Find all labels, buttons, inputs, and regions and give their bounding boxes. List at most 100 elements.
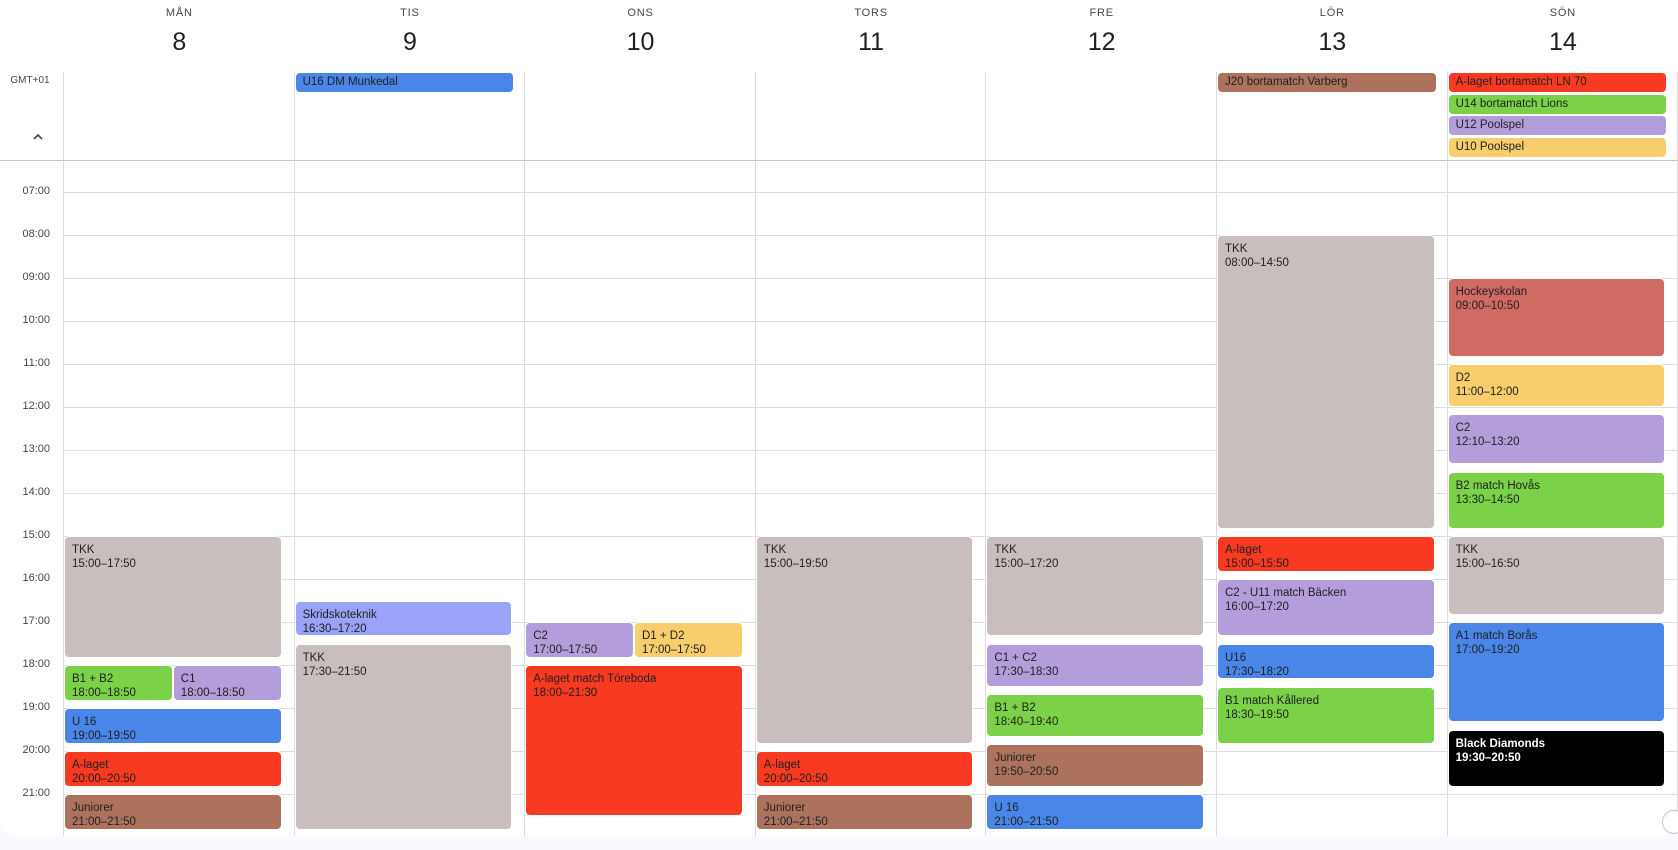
event-time: 18:00–18:50 [72, 687, 136, 699]
all-day-event[interactable]: U16 DM Munkedal [295, 73, 514, 92]
hour-label: 18:00 [22, 658, 50, 670]
event-time: 13:30–14:50 [1455, 493, 1520, 506]
event-title: Hockeyskolan [1455, 286, 1528, 298]
hour-label: 13:00 [22, 443, 50, 455]
timezone-label: GMT+01 [10, 75, 50, 86]
event-title: A-laget [72, 759, 109, 771]
calendar-event[interactable]: A-laget 20:00–20:50 [64, 751, 282, 787]
event-time: 20:00–20:50 [763, 773, 828, 785]
all-day-event[interactable]: J20 bortamatch Varberg [1218, 73, 1436, 92]
calendar-event[interactable]: TKK 15:00–16:50 [1447, 536, 1666, 615]
calendar-event[interactable]: B1 + B2 18:40–19:40 [986, 693, 1204, 737]
calendar-event[interactable]: TKK 15:00–17:50 [64, 536, 282, 658]
day-header[interactable]: SÖN 14 [1448, 0, 1678, 66]
calendar-event[interactable]: U 16 21:00–21:50 [986, 794, 1204, 830]
calendar-event[interactable]: TKK 15:00–19:50 [755, 536, 974, 744]
hour-gridline [64, 321, 1678, 322]
hour-label: 20:00 [22, 744, 50, 756]
hour-label: 21:00 [22, 787, 50, 799]
calendar-event[interactable]: C1 18:00–18:50 [172, 665, 282, 701]
chevron-up-icon[interactable] [24, 130, 52, 152]
calendar-event[interactable]: Skridskoteknik 16:30–17:20 [294, 600, 513, 637]
day-number[interactable]: 8 [172, 28, 187, 56]
calendar-event[interactable]: Juniorer 19:50–20:50 [986, 743, 1204, 787]
hour-gridline [64, 278, 1678, 279]
hour-gridline [64, 407, 1678, 408]
day-header[interactable]: TIS 9 [295, 0, 526, 66]
calendar-event[interactable]: D1 + D2 17:00–17:50 [634, 622, 743, 658]
hour-label: 15:00 [22, 529, 50, 541]
event-time: 18:00–18:50 [180, 687, 245, 699]
calendar-event[interactable]: U 16 19:00–19:50 [64, 708, 282, 744]
day-header[interactable]: MÅN 8 [64, 0, 295, 66]
event-title: Black Diamonds [1455, 737, 1546, 750]
event-time: 17:30–18:30 [994, 665, 1059, 678]
event-title: B1 + B2 [994, 701, 1036, 714]
event-time: 19:00–19:50 [72, 730, 136, 742]
all-day-event[interactable]: U12 Poolspel [1448, 116, 1667, 135]
day-number[interactable]: 13 [1318, 28, 1347, 56]
event-title: TKK [1455, 544, 1478, 556]
calendar-event[interactable]: A1 match Borås 17:00–19:20 [1447, 622, 1666, 723]
event-time: 17:30–21:50 [302, 665, 367, 678]
calendar-event[interactable]: U16 17:30–18:20 [1217, 643, 1435, 680]
calendar-event[interactable]: Hockeyskolan 09:00–10:50 [1447, 278, 1666, 357]
day-column-divider [754, 72, 756, 836]
day-number[interactable]: 11 [858, 28, 885, 56]
event-time: 19:50–20:50 [994, 765, 1059, 778]
all-day-separator [0, 160, 1678, 161]
calendar-event[interactable]: B1 + B2 18:00–18:50 [64, 665, 173, 701]
event-title: B2 match Hovås [1455, 479, 1540, 492]
day-column-divider [1446, 72, 1448, 836]
calendar-event[interactable]: C2 17:00–17:50 [525, 622, 634, 658]
day-number[interactable]: 10 [626, 28, 655, 56]
calendar-event[interactable]: C1 + C2 17:30–18:30 [986, 643, 1204, 687]
day-number[interactable]: 12 [1087, 28, 1116, 56]
day-header[interactable]: TORS 11 [756, 0, 987, 66]
calendar-event[interactable]: C2 - U11 match Bäcken 16:00–17:20 [1217, 579, 1435, 637]
event-time: 20:00–20:50 [72, 773, 136, 785]
calendar-event[interactable]: TKK 17:30–21:50 [294, 643, 513, 830]
all-day-event[interactable]: A-laget bortamatch LN 70 [1448, 73, 1667, 92]
calendar-event[interactable]: Juniorer 21:00–21:50 [64, 794, 282, 830]
calendar-event[interactable]: A-laget match Töreboda 18:00–21:30 [525, 665, 743, 816]
event-time: 18:40–19:40 [994, 715, 1059, 728]
hour-gridline [64, 192, 1678, 193]
hour-label: 09:00 [22, 271, 50, 283]
calendar-event[interactable]: TKK 08:00–14:50 [1217, 235, 1435, 529]
event-time: 17:00–17:50 [642, 644, 706, 656]
day-header[interactable]: LÖR 13 [1217, 0, 1448, 66]
event-title: TKK [1225, 243, 1248, 255]
calendar-event[interactable]: C2 12:10–13:20 [1447, 414, 1666, 465]
calendar-event[interactable]: B1 match Kållered 18:30–19:50 [1217, 686, 1435, 744]
hour-label: 08:00 [22, 228, 50, 240]
event-title: TKK [994, 544, 1017, 556]
calendar-event[interactable]: B2 match Hovås 13:30–14:50 [1447, 471, 1666, 529]
event-time: 08:00–14:50 [1225, 257, 1289, 269]
calendar-event[interactable]: D2 11:00–12:00 [1447, 364, 1666, 407]
hour-label: 11:00 [23, 357, 50, 369]
hour-gridline [64, 493, 1678, 494]
day-header[interactable]: FRE 12 [986, 0, 1217, 66]
event-time: 17:00–19:20 [1455, 644, 1520, 656]
day-number[interactable]: 9 [402, 28, 417, 56]
event-title: C2 [1455, 422, 1471, 435]
event-title: U 16 [72, 716, 97, 728]
calendar-event[interactable]: A-laget 20:00–20:50 [755, 751, 974, 787]
scroll-handle[interactable] [1662, 810, 1678, 834]
all-day-event[interactable]: U14 bortamatch Lions [1448, 94, 1667, 114]
hour-label: 07:00 [22, 185, 50, 197]
day-number[interactable]: 14 [1548, 28, 1577, 56]
event-time: 21:00–21:50 [72, 816, 136, 828]
day-column-divider [63, 72, 64, 836]
day-column-divider [293, 72, 295, 836]
calendar-event[interactable]: A-laget 15:00–15:50 [1217, 536, 1435, 572]
event-title: Juniorer [994, 751, 1036, 764]
calendar-event[interactable]: Black Diamonds 19:30–20:50 [1447, 729, 1666, 787]
day-header[interactable]: ONS 10 [525, 0, 756, 66]
all-day-event[interactable]: U10 Poolspel [1448, 137, 1667, 157]
event-time: 15:00–17:20 [994, 558, 1059, 570]
calendar-event[interactable]: TKK 15:00–17:20 [986, 536, 1204, 637]
calendar-event[interactable]: Juniorer 21:00–21:50 [755, 794, 974, 830]
day-column-divider [985, 72, 987, 836]
